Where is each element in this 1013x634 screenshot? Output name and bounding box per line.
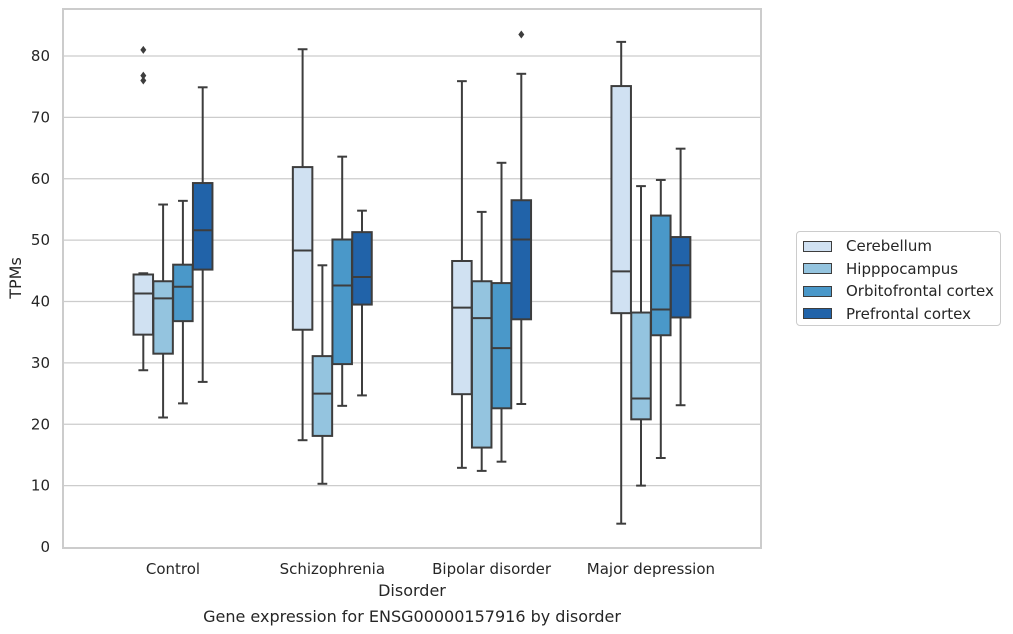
- chart-caption: Gene expression for ENSG00000157916 by d…: [203, 607, 621, 626]
- legend-swatch: [803, 285, 832, 297]
- box-group: [630, 185, 652, 487]
- box-iqr: [152, 280, 174, 355]
- box-group: [451, 80, 473, 469]
- legend-label: Hipppocampus: [846, 259, 959, 278]
- box-group: [351, 209, 373, 397]
- outlier-point: [518, 30, 525, 39]
- legend-swatch: [803, 308, 832, 320]
- box-group: [669, 147, 692, 407]
- box-group: [650, 178, 672, 460]
- box-iqr: [172, 263, 194, 323]
- box-group: [191, 86, 214, 383]
- x-axis-title: Disorder: [378, 581, 446, 600]
- legend-label: Prefrontal cortex: [846, 304, 971, 323]
- outlier-point: [140, 76, 147, 85]
- x-tick-label: Major depression: [587, 560, 715, 578]
- y-tick-label: 80: [31, 47, 50, 65]
- box-iqr: [331, 238, 353, 366]
- box-group: [132, 45, 155, 372]
- y-axis-title: TPMs: [6, 257, 25, 300]
- box-iqr: [490, 282, 513, 410]
- box-iqr: [630, 311, 652, 421]
- x-tick-label: Schizophrenia: [280, 560, 385, 578]
- legend-item: Cerebellum: [803, 235, 1000, 258]
- box-plots: [132, 30, 692, 525]
- box-iqr: [470, 280, 493, 449]
- box-iqr: [291, 166, 314, 331]
- box-iqr: [351, 231, 373, 306]
- plot-frame: [62, 8, 762, 549]
- box-iqr: [132, 273, 155, 336]
- y-tick-labels: 0 10 20 30 40 50 60 70 80: [31, 47, 50, 556]
- box-group: [510, 30, 533, 405]
- legend-item: Hipppocampus: [803, 258, 1000, 281]
- legend-item: Prefrontal cortex: [803, 303, 1000, 326]
- y-tick-label: 70: [31, 108, 50, 126]
- x-tick-label: Control: [146, 560, 200, 578]
- box-iqr: [650, 214, 672, 337]
- box-iqr: [451, 259, 473, 396]
- x-tick-label: Bipolar disorder: [432, 560, 552, 578]
- box-group: [490, 161, 513, 463]
- y-tick-label: 0: [40, 538, 50, 556]
- legend-item: Orbitofrontal cortex: [803, 280, 1000, 303]
- box-group: [470, 210, 493, 472]
- box-group: [172, 199, 194, 405]
- y-tick-label: 30: [31, 354, 50, 372]
- outlier-point: [140, 45, 147, 54]
- y-tick-label: 50: [31, 231, 50, 249]
- box-iqr: [311, 355, 334, 437]
- y-tick-label: 20: [31, 415, 50, 433]
- box-iqr: [510, 199, 533, 321]
- legend-swatch: [803, 263, 832, 275]
- box-iqr: [610, 85, 632, 315]
- box-group: [291, 48, 314, 442]
- outlier-point: [140, 71, 147, 80]
- legend-label: Orbitofrontal cortex: [846, 282, 994, 301]
- box-group: [311, 264, 334, 485]
- y-tick-label: 40: [31, 293, 50, 311]
- box-iqr: [669, 236, 692, 319]
- y-tick-label: 60: [31, 170, 50, 188]
- legend-label: Cerebellum: [846, 237, 932, 256]
- legend-swatch: [803, 240, 832, 252]
- x-tick-labels: Control Schizophrenia Bipolar disorder Majo…: [146, 560, 715, 578]
- box-iqr: [191, 182, 214, 271]
- legend: Cerebellum Hipppocampus Orbitofrontal cort…: [796, 231, 1001, 326]
- box-group: [610, 40, 632, 525]
- y-tick-label: 10: [31, 477, 50, 495]
